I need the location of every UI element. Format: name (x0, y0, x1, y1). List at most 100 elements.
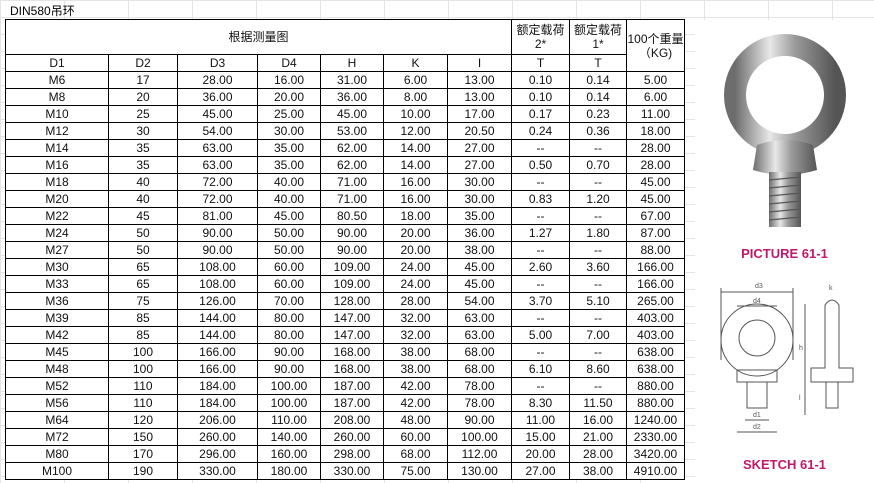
table-cell[interactable]: 48.00 (383, 411, 448, 429)
table-cell[interactable]: 20 (108, 88, 178, 106)
table-cell[interactable]: 3.60 (569, 258, 627, 276)
table-cell[interactable]: 11.00 (511, 411, 570, 429)
table-cell[interactable]: 144.00 (177, 309, 258, 327)
table-cell[interactable]: 2330.00 (626, 428, 685, 446)
table-cell[interactable]: 8.00 (383, 88, 448, 106)
table-cell[interactable]: 880.00 (626, 377, 685, 395)
table-cell[interactable]: 63.00 (447, 326, 512, 344)
table-cell[interactable]: 14.00 (383, 139, 448, 157)
table-cell[interactable]: 330.00 (177, 462, 258, 480)
table-cell[interactable]: 28.00 (626, 139, 685, 157)
table-cell[interactable]: 25 (108, 105, 178, 123)
table-cell[interactable]: 88.00 (626, 241, 685, 259)
table-cell[interactable]: 24.00 (383, 275, 448, 293)
table-cell[interactable]: M45 (5, 343, 109, 361)
table-cell[interactable]: -- (569, 275, 627, 293)
table-cell[interactable]: 20.00 (383, 241, 448, 259)
table-cell[interactable]: M33 (5, 275, 109, 293)
table-cell[interactable]: 403.00 (626, 326, 685, 344)
table-cell[interactable]: 160.00 (257, 445, 321, 463)
table-cell[interactable]: 30.00 (257, 122, 321, 140)
table-cell[interactable]: 30.00 (447, 190, 512, 208)
table-cell[interactable]: M16 (5, 156, 109, 174)
column-header-d3[interactable]: D3 (177, 54, 258, 72)
table-cell[interactable]: 6.10 (511, 360, 570, 378)
table-cell[interactable]: 265.00 (626, 292, 685, 310)
table-cell[interactable]: 166.00 (177, 343, 258, 361)
table-cell[interactable]: 5.00 (626, 71, 685, 89)
table-cell[interactable]: 638.00 (626, 360, 685, 378)
table-cell[interactable]: 21.00 (569, 428, 627, 446)
table-cell[interactable]: -- (569, 207, 627, 225)
table-cell[interactable]: 260.00 (320, 428, 384, 446)
table-cell[interactable]: -- (511, 275, 570, 293)
table-cell[interactable]: 90.00 (320, 241, 384, 259)
table-cell[interactable]: 45 (108, 207, 178, 225)
table-cell[interactable]: -- (511, 173, 570, 191)
table-cell[interactable]: 166.00 (626, 258, 685, 276)
table-cell[interactable]: 54.00 (447, 292, 512, 310)
table-cell[interactable]: 50 (108, 241, 178, 259)
table-cell[interactable]: 63.00 (177, 156, 258, 174)
table-cell[interactable]: 71.00 (320, 190, 384, 208)
table-cell[interactable]: 72.00 (177, 190, 258, 208)
table-cell[interactable]: 90.00 (447, 411, 512, 429)
table-cell[interactable]: 180.00 (257, 462, 321, 480)
table-cell[interactable]: 3.70 (511, 292, 570, 310)
sheet-title[interactable]: DIN580吊环 (10, 4, 75, 18)
table-cell[interactable]: 18.00 (383, 207, 448, 225)
table-cell[interactable]: 35 (108, 139, 178, 157)
table-cell[interactable]: 62.00 (320, 156, 384, 174)
table-cell[interactable]: 40.00 (257, 190, 321, 208)
table-cell[interactable]: M48 (5, 360, 109, 378)
table-cell[interactable]: 32.00 (383, 309, 448, 327)
table-cell[interactable]: -- (511, 309, 570, 327)
table-cell[interactable]: 1240.00 (626, 411, 685, 429)
table-cell[interactable]: 110.00 (257, 411, 321, 429)
table-cell[interactable]: 16.00 (383, 190, 448, 208)
table-cell[interactable]: -- (569, 139, 627, 157)
table-cell[interactable]: 140.00 (257, 428, 321, 446)
table-cell[interactable]: M14 (5, 139, 109, 157)
table-cell[interactable]: 296.00 (177, 445, 258, 463)
table-cell[interactable]: 8.30 (511, 394, 570, 412)
table-cell[interactable]: 12.00 (383, 122, 448, 140)
table-cell[interactable]: 130.00 (447, 462, 512, 480)
table-cell[interactable]: 25.00 (257, 105, 321, 123)
header-weight[interactable]: 100个重量（KG) (626, 19, 685, 72)
table-cell[interactable]: 11.00 (626, 105, 685, 123)
table-cell[interactable]: 38.00 (569, 462, 627, 480)
table-cell[interactable]: 38.00 (447, 241, 512, 259)
table-cell[interactable]: 2.60 (511, 258, 570, 276)
table-cell[interactable]: 120 (108, 411, 178, 429)
table-cell[interactable]: 45.00 (626, 173, 685, 191)
table-cell[interactable]: 260.00 (177, 428, 258, 446)
table-cell[interactable]: 100 (108, 343, 178, 361)
table-cell[interactable]: M64 (5, 411, 109, 429)
table-cell[interactable]: 62.00 (320, 139, 384, 157)
table-cell[interactable]: 78.00 (447, 394, 512, 412)
table-cell[interactable]: 880.00 (626, 394, 685, 412)
table-cell[interactable]: 184.00 (177, 394, 258, 412)
column-header-h[interactable]: H (320, 54, 384, 72)
table-cell[interactable]: 68.00 (383, 445, 448, 463)
table-cell[interactable]: 150 (108, 428, 178, 446)
table-cell[interactable]: 0.24 (511, 122, 570, 140)
table-cell[interactable]: 100.00 (257, 394, 321, 412)
table-cell[interactable]: 45.00 (447, 275, 512, 293)
table-cell[interactable]: 4910.00 (626, 462, 685, 480)
table-cell[interactable]: 147.00 (320, 309, 384, 327)
table-cell[interactable]: 5.00 (511, 326, 570, 344)
table-cell[interactable]: 403.00 (626, 309, 685, 327)
table-cell[interactable]: M80 (5, 445, 109, 463)
table-cell[interactable]: 36.00 (320, 88, 384, 106)
table-cell[interactable]: 1.20 (569, 190, 627, 208)
table-cell[interactable]: 75 (108, 292, 178, 310)
table-cell[interactable]: -- (569, 241, 627, 259)
table-cell[interactable]: 144.00 (177, 326, 258, 344)
table-cell[interactable]: M12 (5, 122, 109, 140)
table-cell[interactable]: 90.00 (177, 241, 258, 259)
table-cell[interactable]: 638.00 (626, 343, 685, 361)
column-header-d4[interactable]: D4 (257, 54, 321, 72)
table-cell[interactable]: 28.00 (383, 292, 448, 310)
